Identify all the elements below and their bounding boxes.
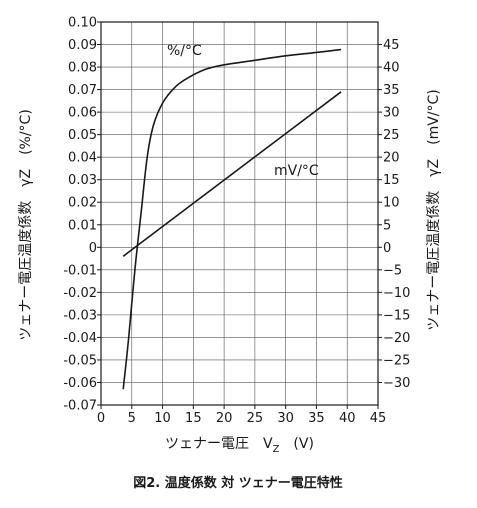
y-right-tick-label: 30 (383, 106, 400, 121)
grid (97, 21, 382, 409)
series-line-percent (122, 48, 342, 390)
series-label-mv: mV/°C (274, 163, 319, 179)
x-tick-label: 45 (370, 411, 387, 426)
y-left-tick-label: 0.06 (68, 106, 97, 121)
series-line-mv (122, 91, 342, 257)
y-right-tick-label: 20 (383, 151, 400, 166)
figure-caption: 図2. 温度係数 対 ツェナー電圧特性 (133, 475, 343, 491)
y-left-tick-label: 0 (89, 241, 97, 256)
y-left-tick-label: 0.05 (68, 128, 97, 143)
y-right-tick-label: −25 (383, 353, 410, 368)
y-right-tick-label: −20 (383, 331, 410, 346)
y-right-tick-label: 15 (383, 173, 400, 188)
x-tick-label: 15 (185, 411, 202, 426)
y-right-tick-label: 40 (383, 61, 400, 76)
y-right-tick-label: 45 (383, 38, 400, 53)
y-right-tick-label: 25 (383, 128, 400, 143)
x-tick-label: 40 (339, 411, 356, 426)
y-right-tick-label: −15 (383, 308, 410, 323)
y-left-tick-label: 0.08 (68, 61, 97, 76)
y-left-tick-label: 0.02 (68, 196, 97, 211)
y-right-tick-label: −5 (383, 263, 402, 278)
y-axis-label-right: ツェナー電圧温度係数 γZ (mV/°C) (426, 89, 442, 331)
y-left-tick-label: 0.01 (68, 218, 97, 233)
x-tick-label: 0 (97, 411, 105, 426)
x-axis-label-sub: Z (273, 444, 280, 455)
x-axis-label: ツェナー電圧 VZ (V) (165, 436, 314, 455)
plot-frame (100, 21, 379, 406)
x-tick-label: 30 (277, 411, 294, 426)
x-tick-label: 35 (308, 411, 325, 426)
y-left-tick-label: 0.04 (68, 151, 97, 166)
y-left-tick-label: -0.04 (63, 331, 97, 346)
x-tick-label: 25 (247, 411, 264, 426)
x-tick-label: 10 (154, 411, 171, 426)
y-right-tick-label: −30 (383, 376, 410, 391)
y-left-tick-label: -0.05 (63, 353, 97, 368)
y-axis-label-left: ツェナー電圧温度係数 γZ (%/°C) (18, 109, 34, 341)
y-right-tick-label: 0 (383, 241, 391, 256)
x-axis-label-main: ツェナー電圧 V (165, 436, 273, 452)
y-right-tick-label: 35 (383, 83, 400, 98)
y-right-tick-label: −10 (383, 286, 410, 301)
x-tick-label: 20 (216, 411, 233, 426)
y-left-tick-label: 0.07 (68, 83, 97, 98)
series-lines (122, 48, 342, 390)
y-right-tick-label: 5 (383, 218, 391, 233)
y-left-tick-label: -0.01 (63, 263, 97, 278)
y-right-tick-label: 10 (383, 196, 400, 211)
y-left-tick-label: -0.02 (63, 286, 97, 301)
y-left-tick-label: -0.06 (63, 376, 97, 391)
y-left-tick-label: 0.10 (68, 16, 97, 31)
y-left-tick-label: -0.03 (63, 308, 97, 323)
y-left-tick-label: 0.09 (68, 38, 97, 53)
series-label-percent: %/°C (167, 43, 202, 59)
x-tick-label: 5 (128, 411, 136, 426)
tick-labels: 0 5 10 15 20 25 30 35 40 45 0.10 0.09 0.08 0.07 0.06 0.… (63, 16, 410, 427)
y-left-tick-label: -0.07 (63, 399, 97, 414)
x-axis-label-unit: (V) (279, 436, 314, 452)
y-left-tick-label: 0.03 (68, 173, 97, 188)
